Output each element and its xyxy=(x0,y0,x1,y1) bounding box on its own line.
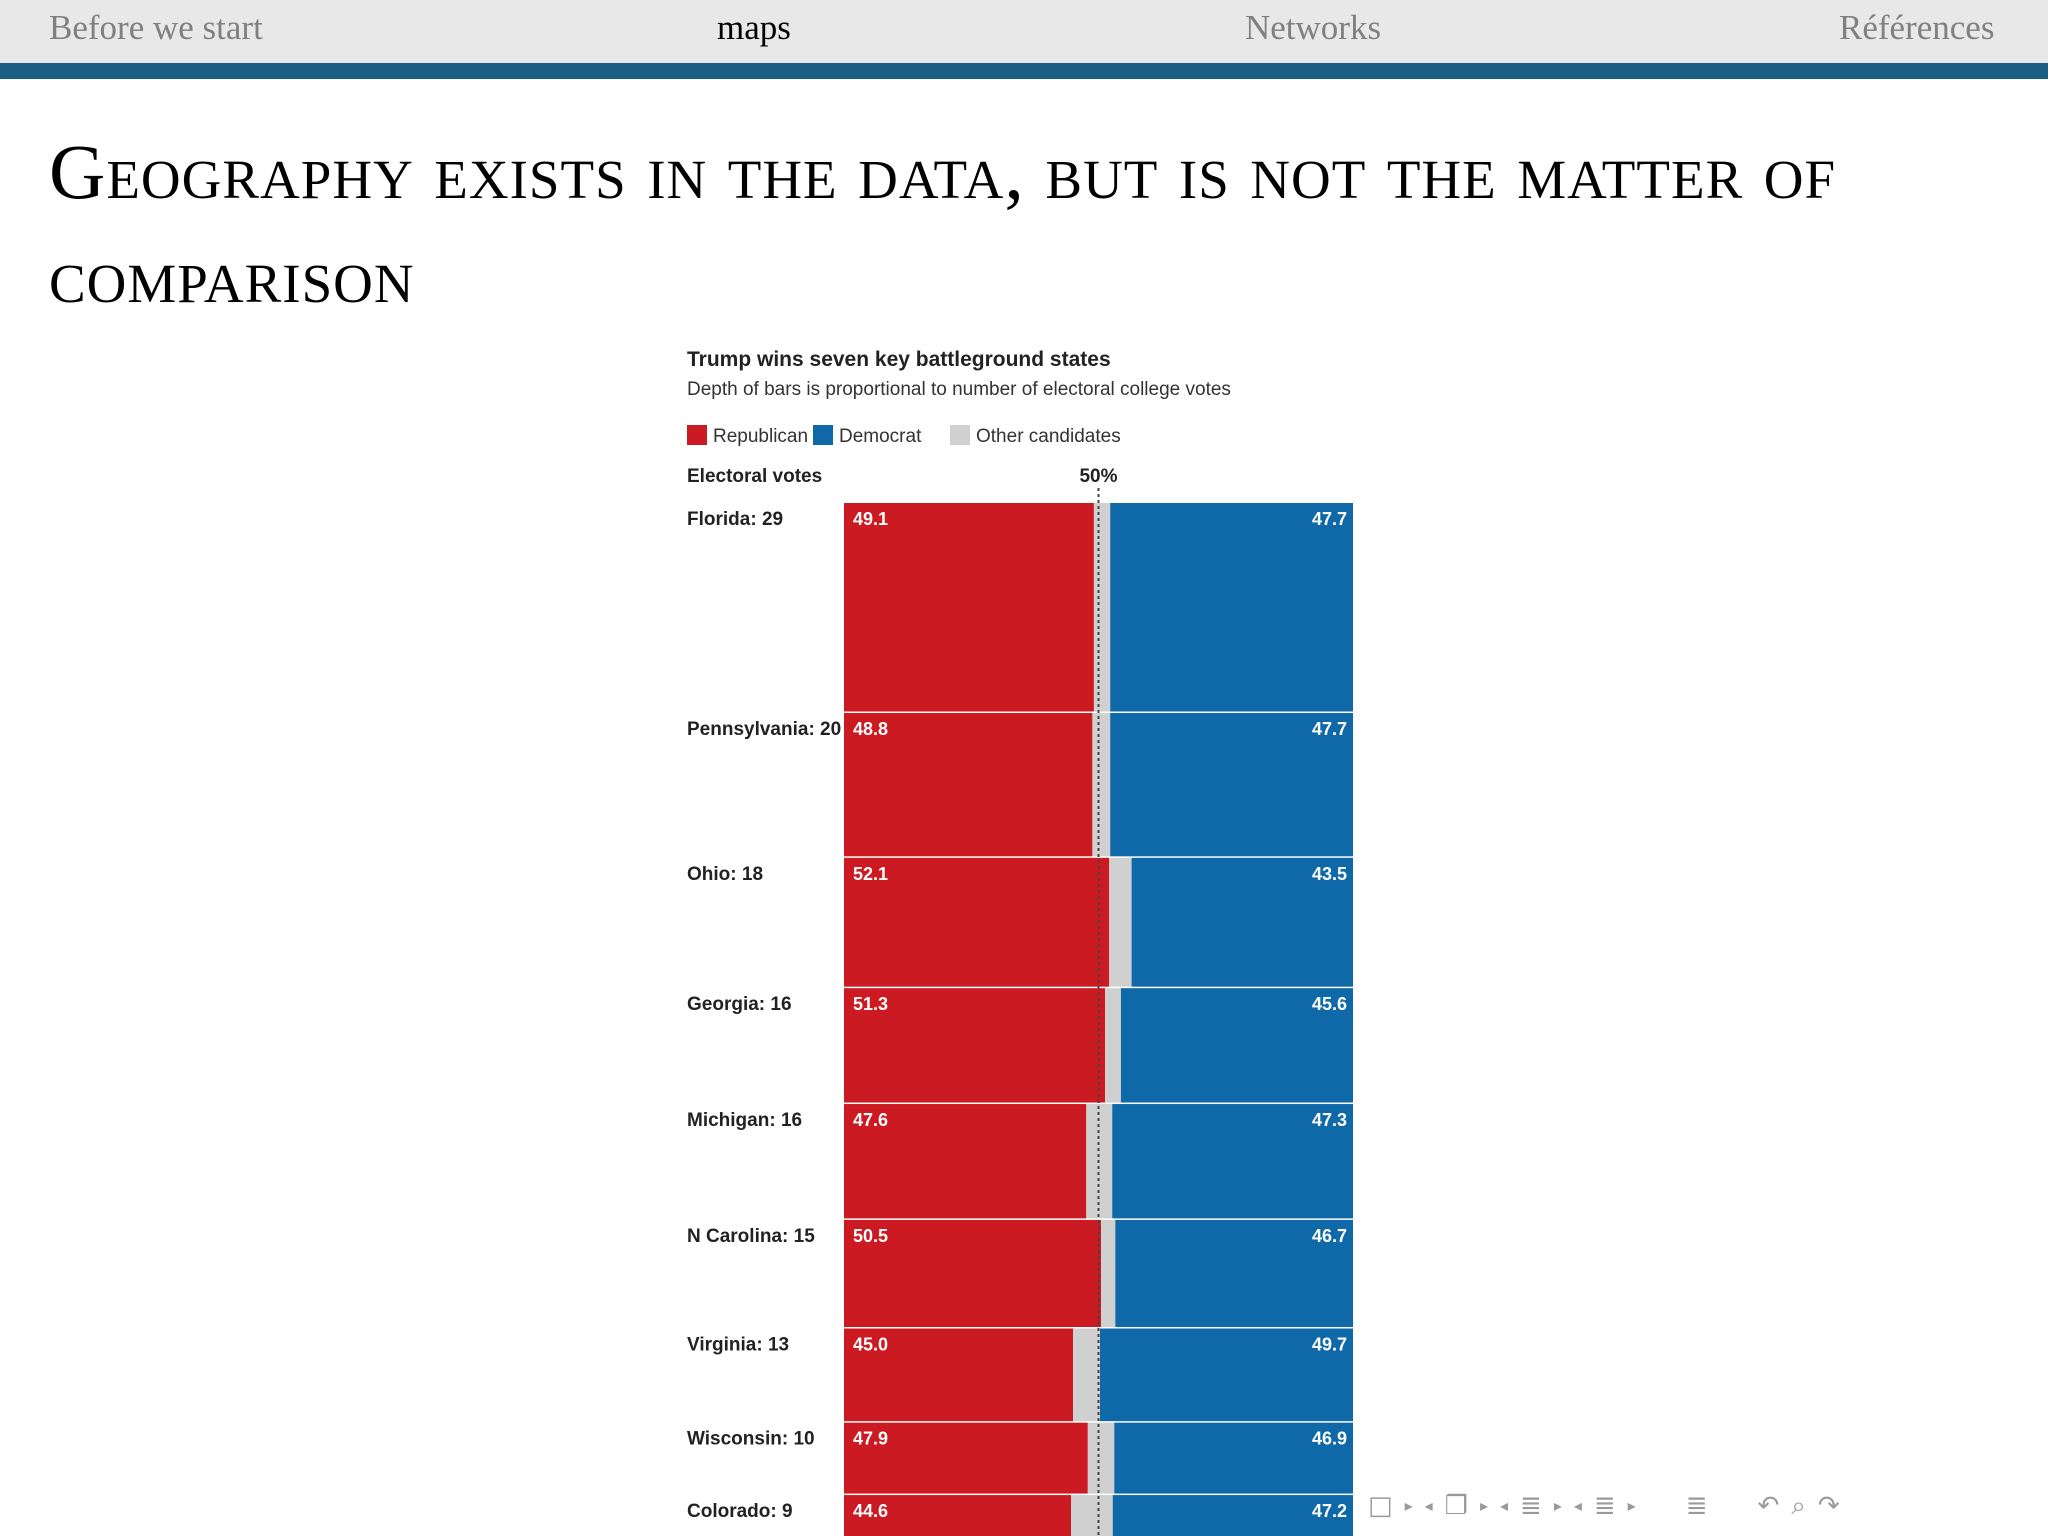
bar-republican-florida xyxy=(844,503,1094,712)
value-republican-wisconsin: 47.9 xyxy=(853,1429,888,1449)
subsection-icon[interactable]: ≣ xyxy=(1520,1491,1542,1521)
state-label-michigan: Michigan: 16 xyxy=(687,1110,802,1131)
forward-icon[interactable]: ↷ xyxy=(1817,1491,1840,1521)
slide-icon[interactable]: ≣ xyxy=(1593,1491,1616,1521)
legend-label-republican: Republican xyxy=(713,426,808,447)
slide-next-icon[interactable]: ▸ xyxy=(1627,1496,1636,1515)
value-republican-georgia: 51.3 xyxy=(853,994,888,1014)
section-prev-icon[interactable]: ◂ xyxy=(1424,1496,1433,1515)
bar-republican-n-carolina xyxy=(844,1219,1102,1328)
bar-democrat-virginia xyxy=(1100,1328,1353,1422)
bar-republican-ohio xyxy=(844,857,1110,987)
value-democrat-n-carolina: 46.7 xyxy=(1312,1226,1347,1246)
value-republican-n-carolina: 50.5 xyxy=(853,1226,888,1246)
slide-prev-icon[interactable]: ◂ xyxy=(1573,1496,1582,1515)
chart-title: Trump wins seven key battleground states xyxy=(687,348,1111,371)
chart-subtitle: Depth of bars is proportional to number … xyxy=(687,379,1231,400)
bar-other-florida xyxy=(1093,503,1111,712)
value-republican-pennsylvania: 48.8 xyxy=(853,719,888,739)
state-label-virginia: Virginia: 13 xyxy=(687,1335,789,1356)
nav-divider xyxy=(0,63,2048,79)
bar-other-virginia xyxy=(1073,1328,1101,1422)
bar-other-wisconsin xyxy=(1087,1422,1115,1494)
subsection-next-icon[interactable]: ▸ xyxy=(1553,1496,1562,1515)
nav-item-maps[interactable]: maps xyxy=(717,8,791,47)
value-republican-michigan: 47.6 xyxy=(853,1110,888,1130)
bar-republican-michigan xyxy=(844,1104,1087,1219)
value-democrat-wisconsin: 46.9 xyxy=(1312,1429,1347,1449)
doc-icon[interactable]: ≣ xyxy=(1685,1491,1708,1521)
nav-item-references[interactable]: Références xyxy=(1839,8,1995,47)
beamer-navigation-bar: □ ▸ ◂ ❐ ▸ ◂ ≣ ▸ ◂ ≣ ▸ ≣ ↶ ⌕ ↷ xyxy=(1368,1488,2028,1524)
state-label-colorado: Colorado: 9 xyxy=(687,1501,793,1522)
reference-label: 50% xyxy=(1079,466,1117,487)
state-label-georgia: Georgia: 16 xyxy=(687,994,792,1015)
legend-swatch-republican xyxy=(687,425,707,445)
legend-label-democrat: Democrat xyxy=(839,426,922,447)
top-navigation: Before we start maps Networks Références xyxy=(0,0,2048,79)
battleground-chart: Trump wins seven key battleground states… xyxy=(687,348,1353,1536)
value-democrat-ohio: 43.5 xyxy=(1312,864,1347,884)
bar-democrat-n-carolina xyxy=(1115,1219,1353,1328)
nav-item-before-we-start[interactable]: Before we start xyxy=(49,8,263,47)
bar-democrat-michigan xyxy=(1112,1104,1353,1219)
state-label-n-carolina: N Carolina: 15 xyxy=(687,1226,815,1247)
row-header-electoral-votes: Electoral votes xyxy=(687,466,822,487)
nav-item-networks[interactable]: Networks xyxy=(1245,8,1382,47)
bar-democrat-colorado xyxy=(1112,1495,1353,1536)
value-democrat-virginia: 49.7 xyxy=(1312,1335,1347,1355)
bar-republican-pennsylvania xyxy=(844,713,1093,857)
bar-republican-colorado xyxy=(844,1495,1072,1536)
state-label-florida: Florida: 29 xyxy=(687,509,783,530)
frame-icon[interactable]: □ xyxy=(1368,1491,1393,1521)
value-republican-colorado: 44.6 xyxy=(853,1501,888,1521)
section-icon[interactable]: ❐ xyxy=(1444,1491,1468,1521)
state-label-pennsylvania: Pennsylvania: 20 xyxy=(687,719,841,740)
bar-democrat-georgia xyxy=(1120,988,1353,1103)
search-icon[interactable]: ⌕ xyxy=(1791,1491,1806,1521)
section-next-icon[interactable]: ▸ xyxy=(1479,1496,1488,1515)
value-democrat-pennsylvania: 47.7 xyxy=(1312,719,1347,739)
bar-democrat-pennsylvania xyxy=(1110,713,1353,857)
bar-other-ohio xyxy=(1109,857,1132,987)
state-label-wisconsin: Wisconsin: 10 xyxy=(687,1429,815,1450)
value-democrat-michigan: 47.3 xyxy=(1312,1110,1347,1130)
back-icon[interactable]: ↶ xyxy=(1757,1491,1780,1521)
bar-other-colorado xyxy=(1071,1495,1113,1536)
value-democrat-georgia: 45.6 xyxy=(1312,994,1347,1014)
value-republican-virginia: 45.0 xyxy=(853,1335,888,1355)
value-democrat-colorado: 47.2 xyxy=(1312,1501,1347,1521)
bar-other-n-carolina xyxy=(1101,1219,1116,1328)
bar-other-georgia xyxy=(1105,988,1121,1103)
value-democrat-florida: 47.7 xyxy=(1312,509,1347,529)
bar-democrat-florida xyxy=(1110,503,1353,712)
value-republican-ohio: 52.1 xyxy=(853,864,888,884)
slide-title: Geography exists in the data, but is not… xyxy=(49,128,1837,319)
legend-label-other-candidates: Other candidates xyxy=(976,426,1121,447)
subsection-prev-icon[interactable]: ◂ xyxy=(1499,1496,1509,1515)
legend-swatch-other-candidates xyxy=(950,425,970,445)
bar-other-pennsylvania xyxy=(1092,713,1111,857)
chart-container: Trump wins seven key battleground states… xyxy=(670,340,1370,1536)
bar-republican-georgia xyxy=(844,988,1106,1103)
value-republican-florida: 49.1 xyxy=(853,509,888,529)
bar-democrat-ohio xyxy=(1131,857,1353,987)
frame-next-icon[interactable]: ▸ xyxy=(1404,1496,1413,1515)
state-label-ohio: Ohio: 18 xyxy=(687,864,763,885)
bar-republican-wisconsin xyxy=(844,1422,1088,1494)
bar-democrat-wisconsin xyxy=(1114,1422,1353,1494)
legend-swatch-democrat xyxy=(813,425,833,445)
bar-republican-virginia xyxy=(844,1328,1074,1422)
